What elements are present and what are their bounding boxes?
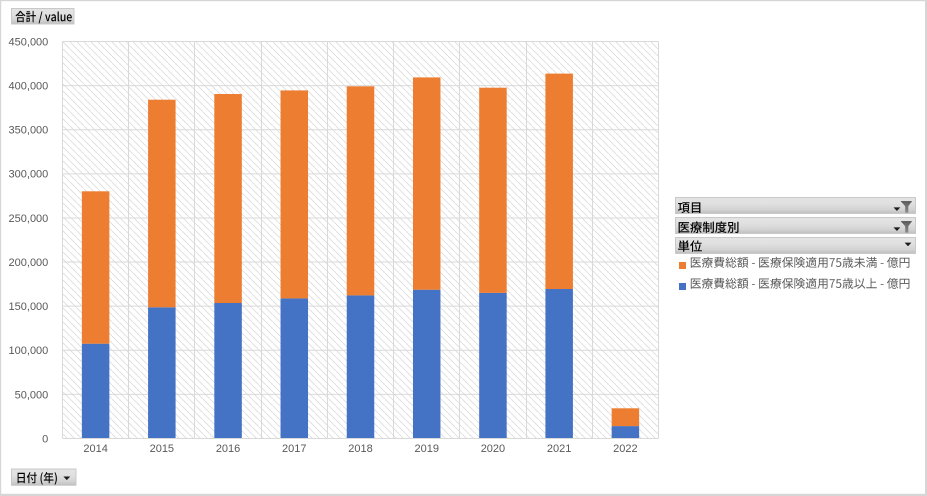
svg-text:300,000: 300,000 (9, 169, 49, 181)
svg-text:400,000: 400,000 (9, 81, 49, 93)
svg-text:2019: 2019 (414, 443, 438, 455)
svg-text:0: 0 (42, 433, 48, 445)
svg-text:250,000: 250,000 (9, 213, 49, 225)
svg-text:2020: 2020 (481, 443, 505, 455)
svg-text:2022: 2022 (613, 443, 637, 455)
svg-text:100,000: 100,000 (9, 345, 49, 357)
svg-text:2017: 2017 (282, 443, 306, 455)
svg-text:2021: 2021 (547, 443, 571, 455)
svg-text:50,000: 50,000 (15, 389, 49, 401)
svg-text:2016: 2016 (216, 443, 240, 455)
svg-text:350,000: 350,000 (9, 125, 49, 137)
svg-text:150,000: 150,000 (9, 301, 49, 313)
svg-text:2018: 2018 (348, 443, 372, 455)
svg-text:450,000: 450,000 (9, 36, 49, 48)
svg-text:200,000: 200,000 (9, 257, 49, 269)
svg-text:2015: 2015 (150, 443, 174, 455)
svg-text:2014: 2014 (83, 443, 107, 455)
